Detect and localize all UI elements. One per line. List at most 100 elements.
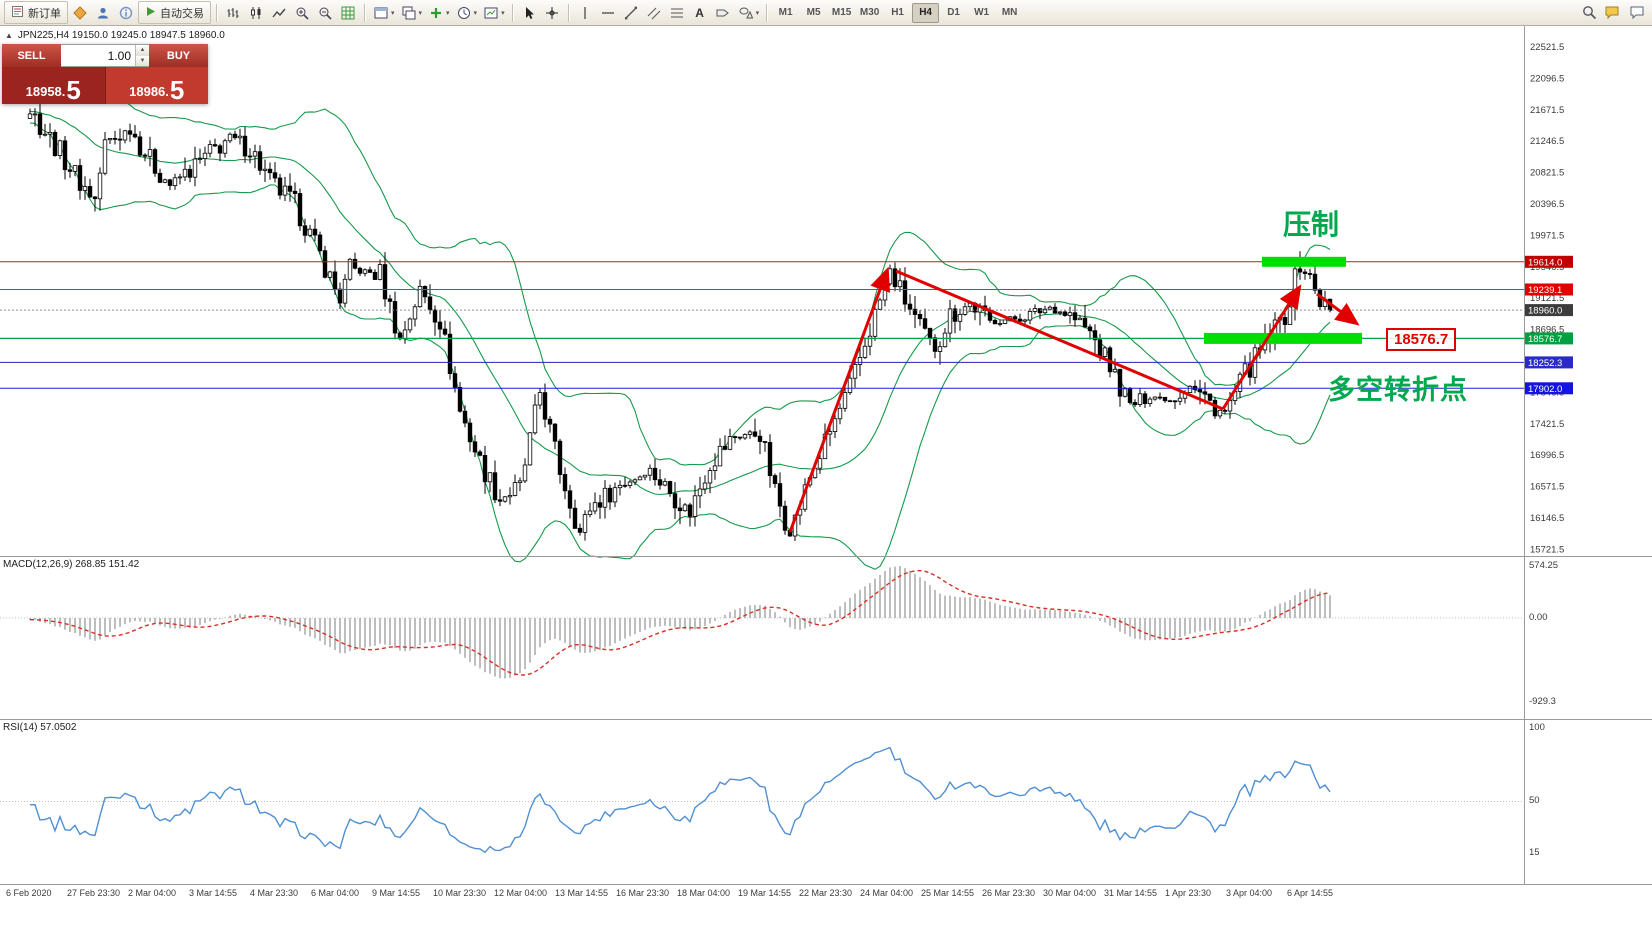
zoom-in-button[interactable] <box>291 3 313 23</box>
timeframe-w1[interactable]: W1 <box>974 7 990 18</box>
period-menu-button[interactable] <box>453 3 475 23</box>
search-icon[interactable] <box>1578 3 1600 23</box>
timeframe-mn[interactable]: MN <box>1001 7 1018 18</box>
trend-arrow <box>1316 292 1360 326</box>
new-order-icon <box>11 5 24 21</box>
volume-down-button[interactable]: ▼ <box>136 55 149 66</box>
zoom-out-button[interactable] <box>314 3 336 23</box>
new-chart-caret[interactable]: ▾ <box>391 9 395 17</box>
shapes-caret[interactable]: ▾ <box>755 9 760 17</box>
time-axis-label: 25 Mar 14:55 <box>921 888 974 898</box>
timeframe-h1[interactable]: H1 <box>891 7 904 18</box>
time-axis-label: 2 Mar 04:00 <box>128 888 176 898</box>
crosshair-button[interactable] <box>541 3 563 23</box>
add-indicator-caret[interactable]: ▾ <box>446 9 450 17</box>
buy-price-button[interactable]: 18986. 5 <box>104 67 208 104</box>
turning-point-annotation: 多空转折点 <box>1328 375 1468 406</box>
cursor-button[interactable] <box>518 3 540 23</box>
shapes-button[interactable] <box>735 3 757 23</box>
macd-axis-min: -929.3 <box>1529 696 1556 707</box>
price-axis-tick: 15721.5 <box>1530 544 1564 555</box>
timeframe-m5[interactable]: M5 <box>806 7 821 18</box>
toolbar-separator <box>766 3 768 22</box>
channel-button[interactable] <box>643 3 665 23</box>
time-axis-label: 18 Mar 04:00 <box>677 888 730 898</box>
volume-input[interactable]: 1.00 <box>107 48 131 63</box>
sell-button[interactable]: SELL <box>2 44 61 67</box>
time-axis-label: 13 Mar 14:55 <box>555 888 608 898</box>
add-indicator-button[interactable] <box>425 3 447 23</box>
volume-box: 1.00 ▲ ▼ <box>61 44 149 67</box>
price-axis-tick: 22521.5 <box>1530 42 1564 53</box>
bar-chart-button[interactable] <box>222 3 244 23</box>
price-axis-tick: 18696.5 <box>1530 325 1564 336</box>
resistance-annotation: 压制 <box>1283 208 1340 241</box>
vertical-line-button[interactable] <box>574 3 596 23</box>
chart-drawings <box>788 256 1362 533</box>
rsi-axis-mid: 50 <box>1529 795 1540 806</box>
accounts-icon[interactable] <box>92 3 114 23</box>
help-chat-icon[interactable] <box>1626 3 1648 23</box>
rsi-axis-bottom: 15 <box>1529 847 1540 858</box>
time-axis-label: 30 Mar 04:00 <box>1043 888 1096 898</box>
toolbar-separator <box>364 3 365 22</box>
time-axis-label: 9 Mar 14:55 <box>372 888 420 898</box>
new-order-button[interactable]: 新订单 <box>4 1 68 24</box>
buy-price-main: 18986. <box>129 84 169 99</box>
chat-icon[interactable] <box>1602 3 1624 23</box>
profiles-caret[interactable]: ▾ <box>418 9 423 17</box>
timeframe-m1[interactable]: M1 <box>778 7 793 18</box>
horizontal-lines <box>0 261 1524 389</box>
highlight-zone <box>1204 332 1362 344</box>
time-axis-label: 3 Apr 04:00 <box>1226 888 1272 898</box>
rsi-label: RSI(14) 57.0502 <box>3 722 77 733</box>
axes[interactable]: 22521.5 22096.5 21671.5 21246.5 20821.5 20396… <box>0 26 1652 898</box>
price-tag <box>1525 356 1573 369</box>
fibonacci-button[interactable] <box>666 3 688 23</box>
timeframe-d1[interactable]: D1 <box>947 7 960 18</box>
price-tag-label: 19239.1 <box>1528 285 1562 296</box>
period-menu-caret[interactable]: ▾ <box>473 9 478 17</box>
time-axis-label: 27 Feb 23:30 <box>67 888 120 898</box>
price-tag <box>1525 283 1573 296</box>
favorites-icon[interactable] <box>69 3 91 23</box>
time-axis-label: 12 Mar 04:00 <box>494 888 547 898</box>
auto-trading-label: 自动交易 <box>160 7 204 20</box>
template-button[interactable] <box>480 3 502 23</box>
timeframe-m30[interactable]: M30 <box>859 7 880 18</box>
volume-up-button[interactable]: ▲ <box>136 45 149 56</box>
trend-arrow <box>788 266 891 533</box>
community-icon[interactable] <box>115 3 137 23</box>
auto-trading-button[interactable]: 自动交易 <box>138 1 211 24</box>
toolbar-separator <box>567 3 569 22</box>
toolbar-separator <box>511 3 513 22</box>
buy-button[interactable]: BUY <box>149 44 208 67</box>
grid-button[interactable] <box>337 3 359 23</box>
timeframe-m15[interactable]: M15 <box>831 7 852 18</box>
macd-label: MACD(12,26,9) 268.85 151.42 <box>3 559 140 570</box>
candlestick-chart-button[interactable] <box>245 3 267 23</box>
time-axis-label: 1 Apr 23:30 <box>1165 888 1211 898</box>
collapse-trade-panel-icon[interactable]: ▲ <box>5 31 13 40</box>
time-axis-label: 10 Mar 23:30 <box>433 888 486 898</box>
template-caret[interactable]: ▾ <box>501 9 505 17</box>
price-tag-label: 18252.3 <box>1528 358 1562 369</box>
new-chart-button[interactable] <box>370 3 392 23</box>
timeframe-h4[interactable]: H4 <box>912 2 940 23</box>
price-axis-tick: 17421.5 <box>1530 419 1564 430</box>
sell-price-button[interactable]: 18958. 5 <box>2 67 105 104</box>
price-axis-tick: 16996.5 <box>1530 450 1564 461</box>
text-button[interactable]: A <box>695 5 704 20</box>
horizontal-line-button[interactable] <box>597 3 619 23</box>
line-chart-button[interactable] <box>268 3 290 23</box>
time-axis-label: 22 Mar 23:30 <box>799 888 852 898</box>
time-axis-label: 16 Mar 23:30 <box>616 888 669 898</box>
profiles-button[interactable] <box>398 3 420 23</box>
time-axis-label: 6 Apr 14:55 <box>1287 888 1333 898</box>
price-tag <box>1525 255 1573 268</box>
macd-axis-max: 574.25 <box>1529 560 1559 571</box>
price-axis-tick: 19121.5 <box>1530 293 1564 304</box>
trendline-button[interactable] <box>620 3 642 23</box>
label-button[interactable] <box>712 3 734 23</box>
